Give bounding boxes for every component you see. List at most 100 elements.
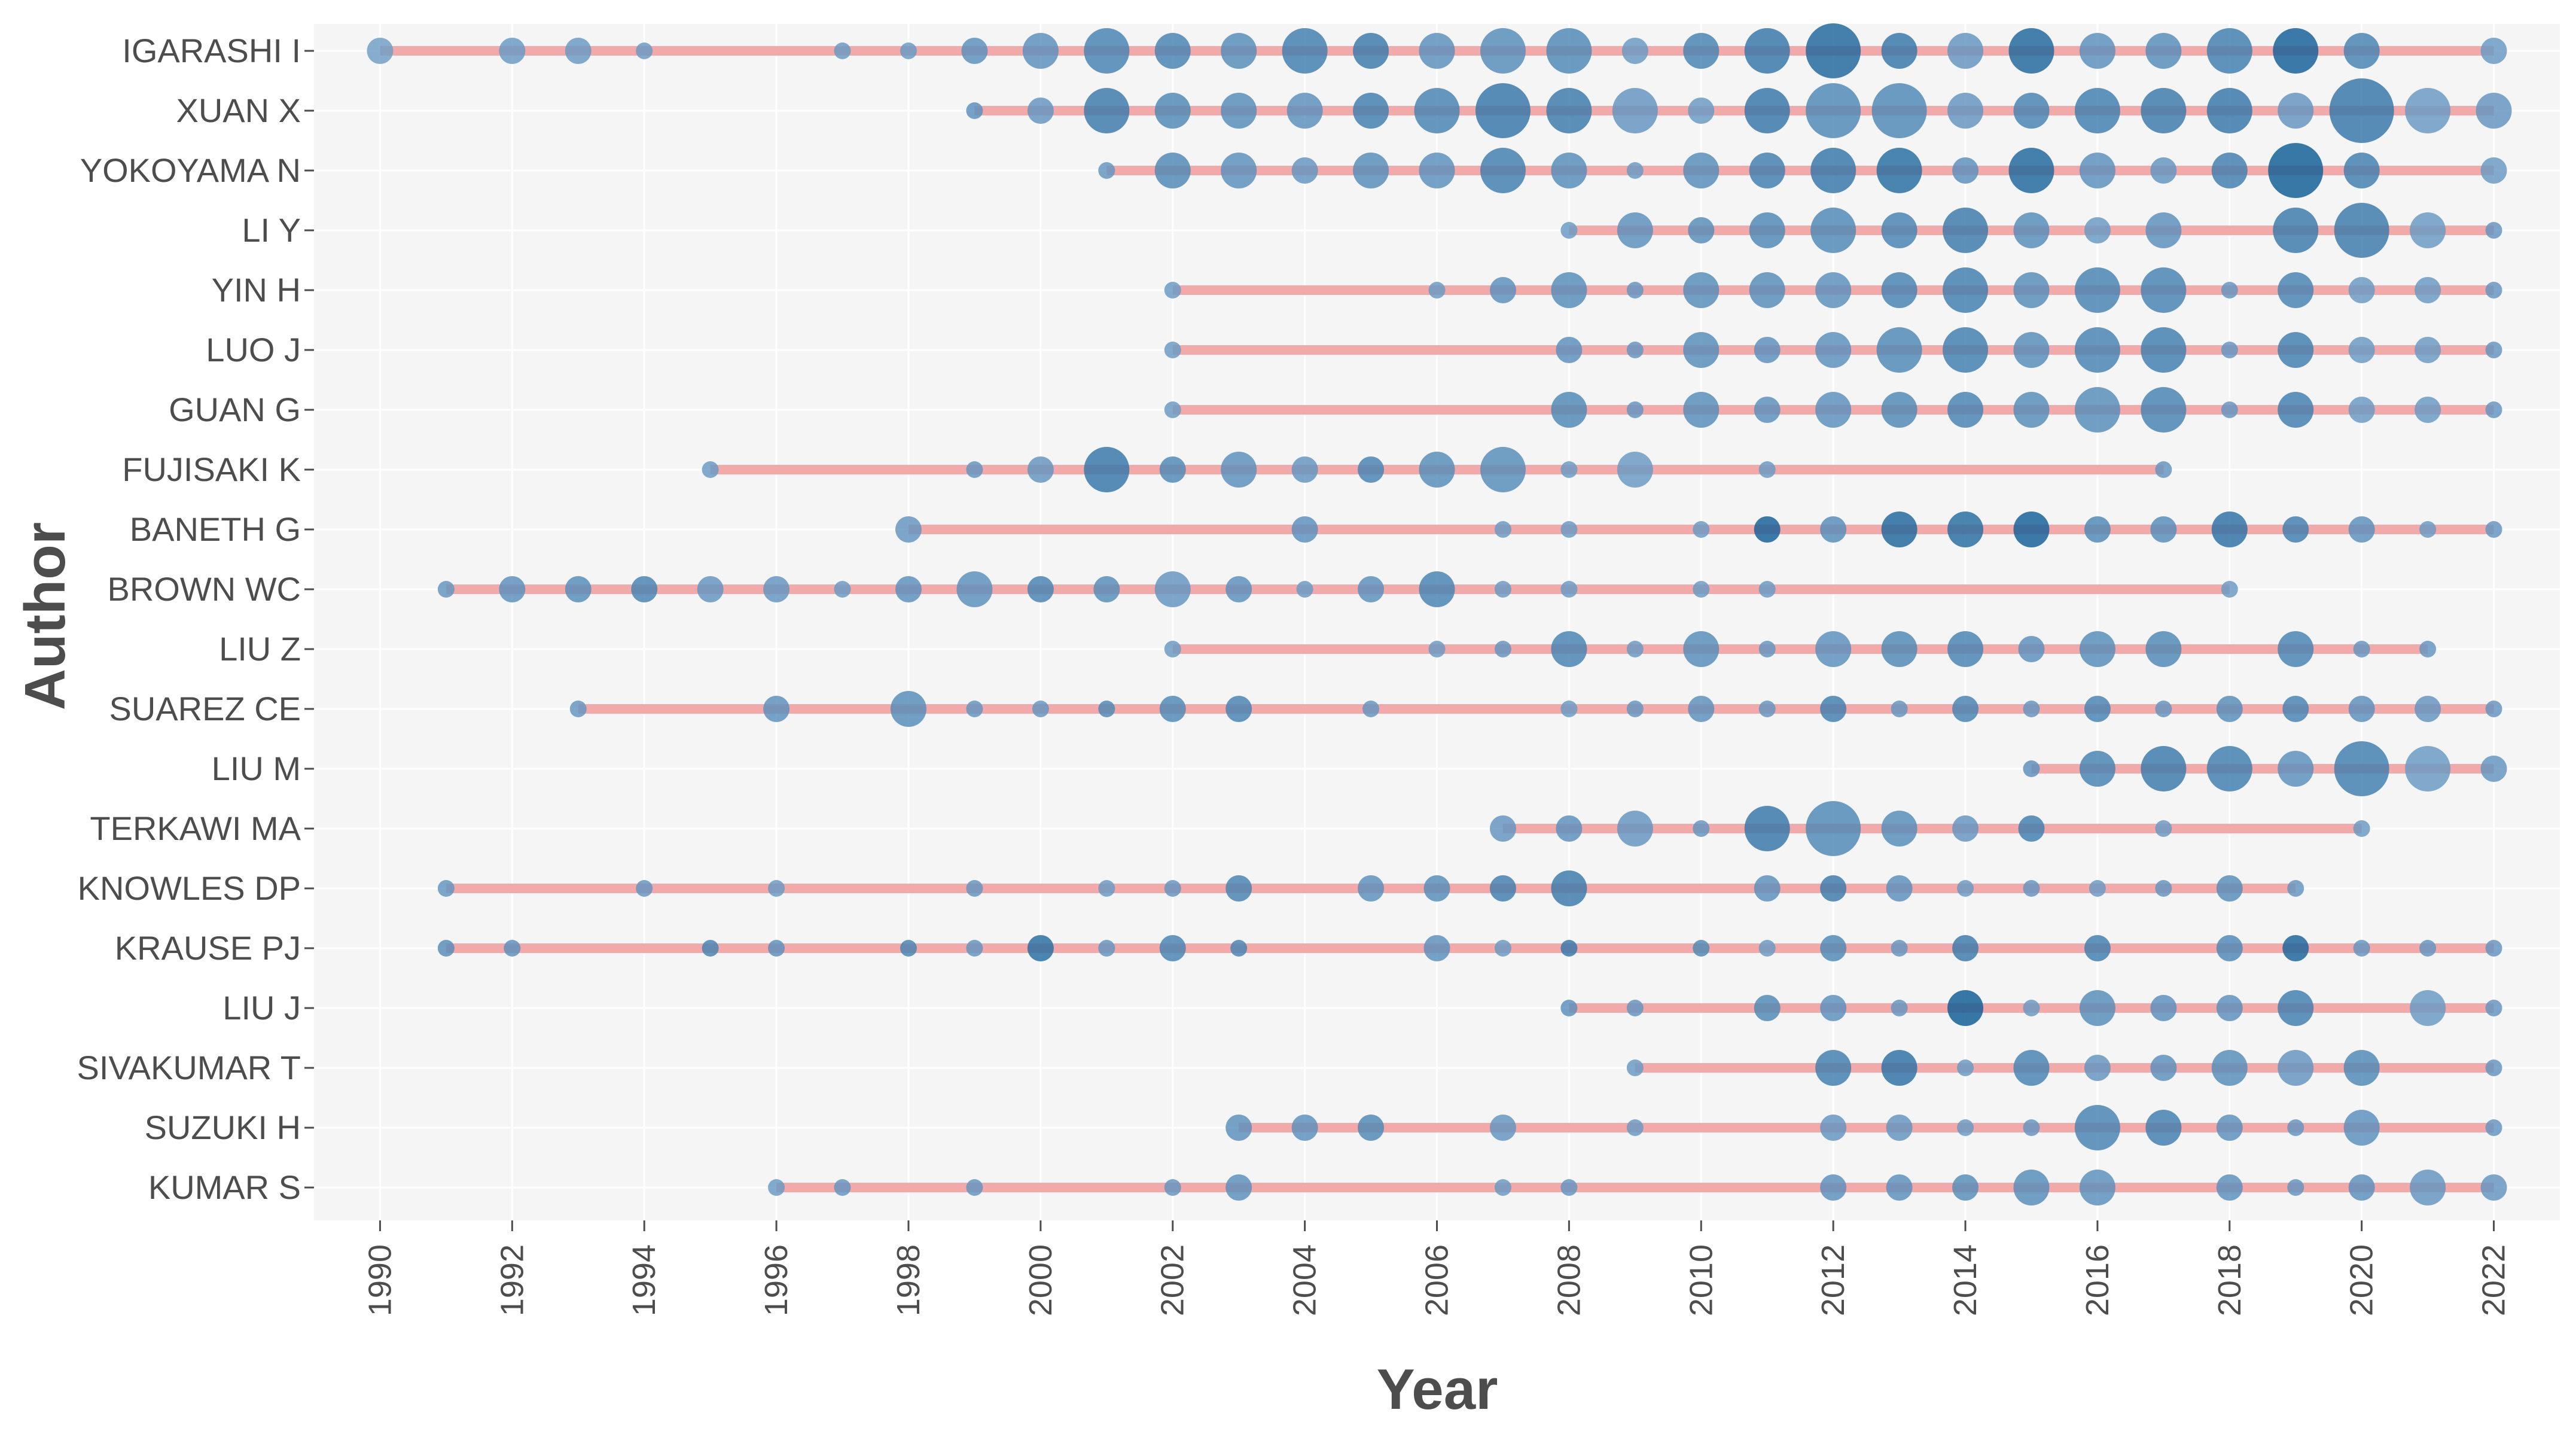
publication-bubble [2480, 157, 2507, 184]
publication-bubble [1560, 701, 1578, 717]
y-tick-label: TERKAWI MA [90, 809, 301, 847]
publication-bubble [1027, 456, 1054, 483]
publication-bubble [2415, 397, 2441, 423]
publication-bubble [1556, 337, 1583, 363]
publication-bubble [702, 940, 719, 957]
publication-bubble [2278, 272, 2314, 308]
publication-bubble [504, 940, 521, 957]
publication-bubble [2485, 521, 2502, 538]
publication-bubble [1084, 447, 1130, 492]
publication-bubble [1626, 701, 1644, 717]
publication-bubble [2141, 267, 2187, 313]
publication-bubble [2074, 88, 2120, 133]
publication-bubble [1952, 1174, 1979, 1201]
publication-bubble [1546, 88, 1592, 133]
y-tick-label: BROWN WC [107, 570, 301, 608]
publication-bubble [2141, 327, 2187, 373]
publication-bubble [437, 880, 455, 897]
publication-bubble [1626, 282, 1644, 299]
publication-bubble [1820, 1174, 1847, 1201]
publication-bubble [2282, 516, 2309, 543]
publication-bubble [1806, 23, 1861, 78]
publication-bubble [1881, 631, 1917, 667]
publication-bubble [1617, 452, 1653, 488]
publication-bubble [2268, 143, 2324, 198]
publication-bubble [2141, 88, 2187, 133]
publication-bubble [437, 940, 455, 957]
publication-bubble [1957, 880, 1974, 897]
publication-bubble [966, 701, 983, 717]
publication-bubble [1688, 696, 1715, 722]
publication-bubble [2206, 88, 2252, 133]
publication-bubble [1494, 1179, 1511, 1196]
publication-bubble [1358, 456, 1385, 483]
publication-bubble [2150, 157, 2177, 184]
publication-bubble [2023, 1119, 2040, 1136]
publication-bubble [2415, 696, 2441, 722]
publication-bubble [1626, 162, 1644, 179]
publication-bubble [768, 880, 785, 897]
publication-bubble [1546, 28, 1592, 74]
publication-bubble [2343, 1050, 2380, 1086]
publication-bubble [1225, 1174, 1252, 1201]
y-tick-label: LIU Z [219, 630, 301, 668]
publication-bubble [2282, 935, 2309, 961]
publication-bubble [1164, 342, 1181, 358]
publication-bubble [1098, 880, 1115, 897]
publication-bubble [2410, 212, 2446, 248]
publication-bubble [1758, 701, 1776, 717]
publication-bubble [1287, 93, 1323, 129]
publication-bubble [2278, 332, 2314, 368]
publication-bubble [2013, 332, 2050, 368]
publication-bubble [2278, 1050, 2314, 1086]
publication-bubble [1693, 820, 1710, 837]
x-tick-label: 2002 [1155, 1244, 1191, 1316]
publication-bubble [1551, 631, 1587, 667]
publication-bubble [1225, 1115, 1252, 1141]
publication-bubble [1876, 327, 1922, 373]
publication-bubble [1683, 392, 1720, 428]
publication-bubble [2410, 1170, 2446, 1205]
publication-bubble [2141, 746, 2187, 791]
y-tick-label: FUJISAKI K [122, 450, 301, 488]
publication-bubble [1688, 217, 1715, 243]
publication-bubble [2079, 33, 2115, 69]
y-tick-label: KRAUSE PJ [115, 929, 301, 967]
publication-bubble [1027, 935, 1054, 961]
y-axis-title: Author [13, 522, 77, 711]
publication-bubble [2150, 995, 2177, 1021]
publication-bubble [1758, 641, 1776, 657]
publication-bubble [2013, 511, 2050, 547]
publication-bubble [2476, 93, 2512, 129]
publication-bubble [2348, 277, 2375, 303]
publication-bubble [1683, 332, 1720, 368]
publication-bubble [569, 701, 587, 717]
publication-bubble [1806, 801, 1861, 856]
publication-bubble [1098, 940, 1115, 957]
publication-bubble [2155, 880, 2172, 897]
publication-bubble [2278, 990, 2314, 1026]
publication-bubble [2211, 511, 2248, 547]
publication-bubble [2343, 33, 2380, 69]
publication-bubble [2485, 401, 2502, 418]
publication-bubble [1098, 701, 1115, 717]
publication-bubble [2145, 212, 2182, 248]
publication-bubble [1032, 701, 1049, 717]
y-tick-label: BANETH G [130, 510, 301, 548]
publication-bubble [1423, 875, 1450, 902]
publication-bubble [1957, 1119, 1974, 1136]
publication-bubble [1489, 277, 1516, 303]
y-tick-label: XUAN X [176, 92, 301, 129]
publication-bubble [2415, 337, 2441, 363]
publication-bubble [2343, 153, 2380, 188]
publication-bubble [2145, 1110, 2182, 1146]
publication-bubble [895, 516, 922, 543]
publication-bubble [2013, 93, 2050, 129]
x-tick-label: 1996 [758, 1244, 794, 1316]
y-tick-label: KUMAR S [148, 1168, 301, 1206]
publication-bubble [565, 38, 592, 64]
publication-bubble [1291, 516, 1318, 543]
publication-bubble [1353, 33, 1389, 69]
publication-bubble [1683, 631, 1720, 667]
